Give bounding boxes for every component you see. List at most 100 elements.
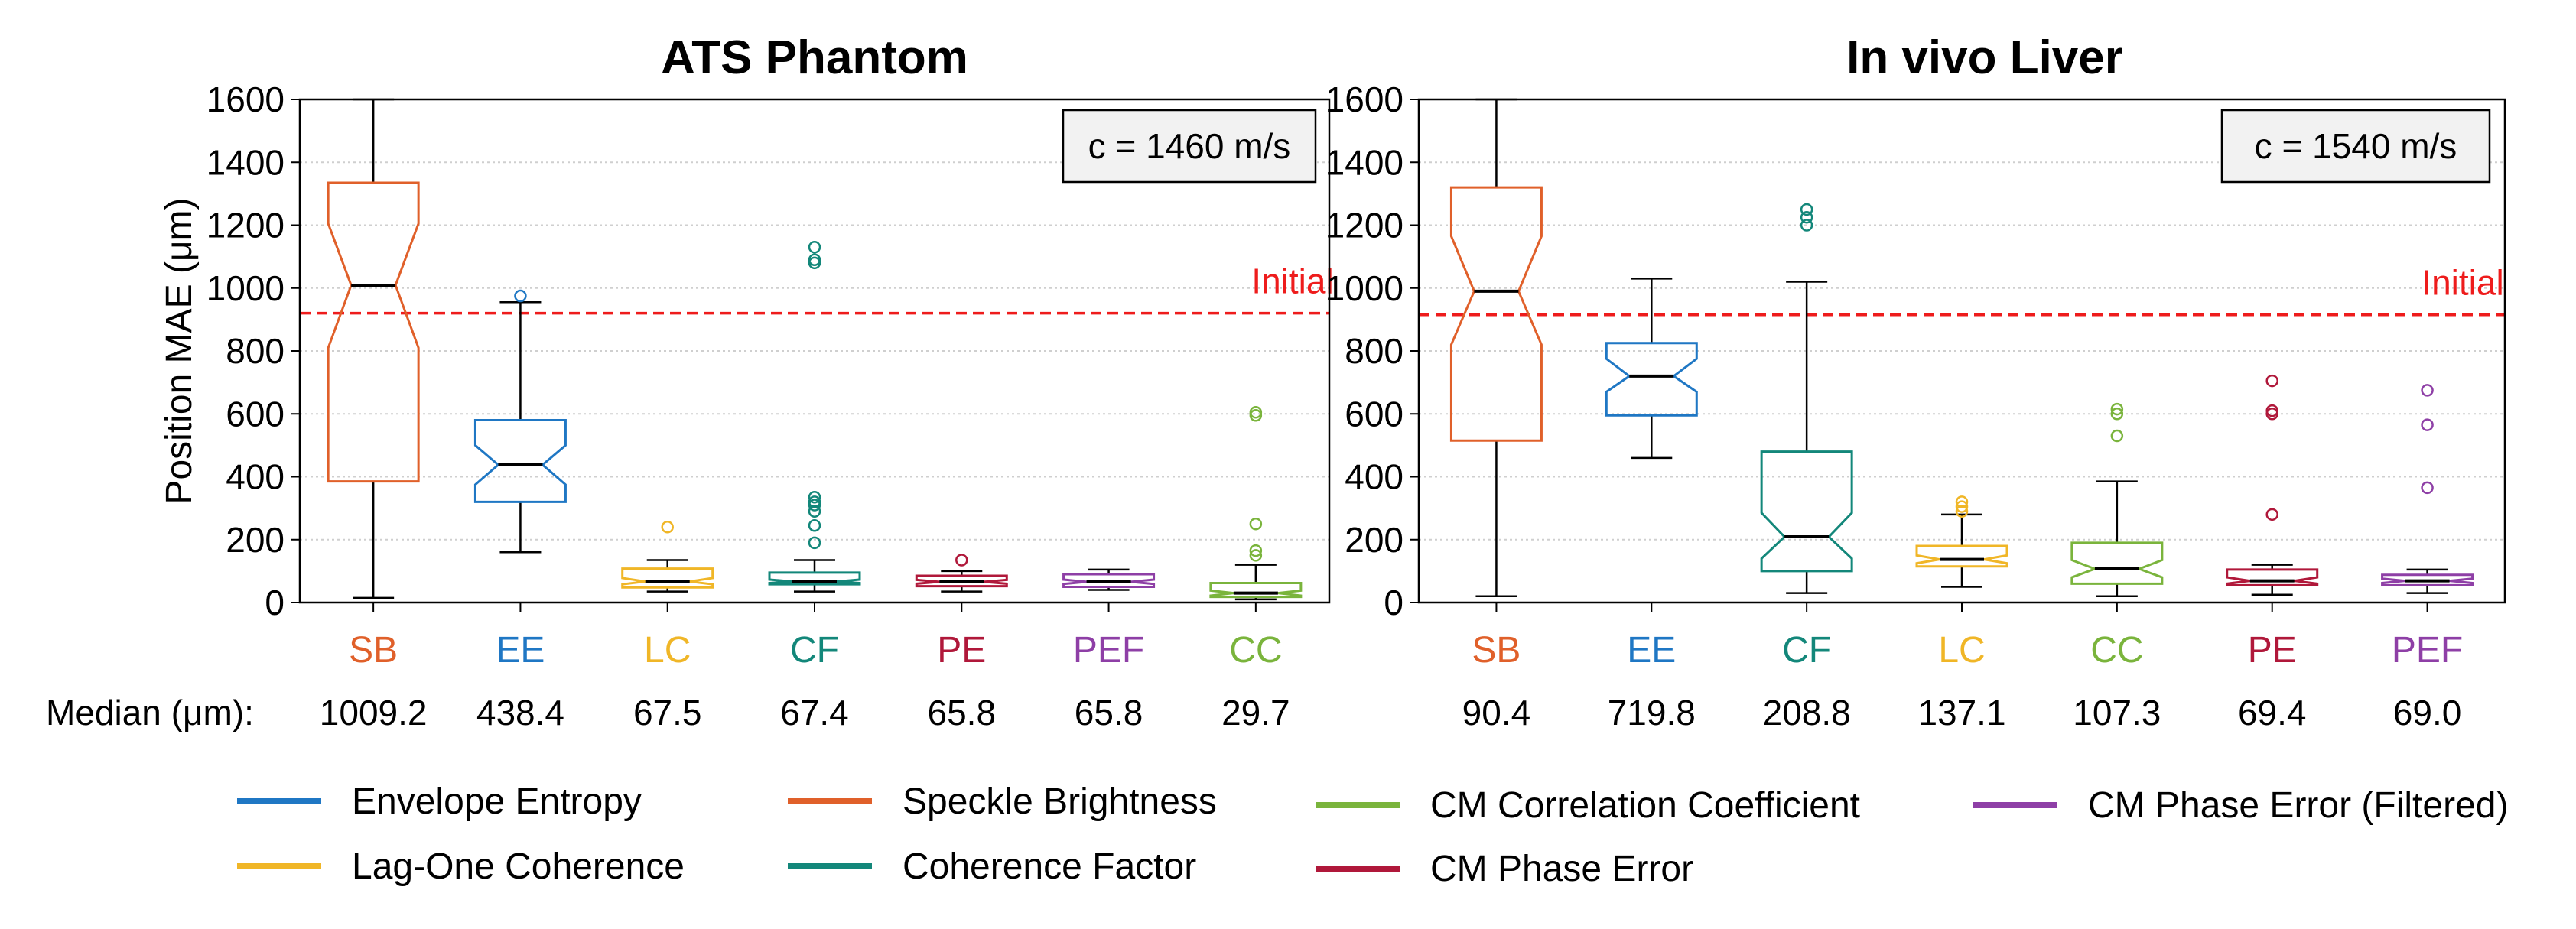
x-tick-label-ee: EE: [496, 630, 545, 671]
y-tick-label: 200: [226, 520, 285, 560]
legend-label: CM Phase Error (Filtered): [2088, 785, 2508, 826]
y-tick-label: 600: [226, 394, 285, 434]
speed-label: c = 1540 m/s: [2255, 126, 2457, 166]
y-tick-label: 400: [1345, 457, 1403, 497]
outlier-point: [808, 241, 821, 254]
box-cc: [2070, 402, 2164, 598]
outlier-point: [2110, 429, 2124, 443]
box-pe: [915, 554, 1008, 593]
box-lc: [621, 521, 714, 593]
median-value-pef: 69.0: [2393, 693, 2462, 732]
outlier-point: [808, 518, 821, 532]
x-tick-label-sb: SB: [1472, 630, 1521, 671]
y-tick-label: 1400: [207, 142, 285, 182]
y-tick-label: 800: [226, 331, 285, 371]
median-value-pef: 65.8: [1075, 693, 1143, 732]
box-cc: [1209, 405, 1303, 601]
outlier-point: [1800, 219, 1813, 232]
median-value-cc: 107.3: [2073, 693, 2161, 732]
outlier-point: [808, 536, 821, 550]
outlier-point: [1955, 500, 1969, 513]
legend-item-lc: Lag-One Coherence: [237, 846, 685, 887]
y-tick-label: 0: [1384, 583, 1403, 622]
y-tick-label: 800: [1345, 331, 1403, 371]
median-value-sb: 90.4: [1462, 693, 1531, 732]
outlier-point: [1800, 210, 1813, 224]
legend-label: CM Phase Error: [1430, 849, 1693, 889]
y-tick-label: 1600: [207, 80, 285, 119]
legend: Envelope Entropy Speckle Brightness CM Cor…: [237, 781, 2508, 889]
median-value-pe: 69.4: [2238, 693, 2307, 732]
outlier-point: [2265, 374, 2278, 388]
box-body: [473, 418, 567, 503]
y-tick-label: 1000: [207, 268, 285, 308]
box-sb: [327, 98, 420, 599]
outlier-point: [661, 521, 674, 534]
median-value-lc: 137.1: [1917, 693, 2005, 732]
x-tick-label-sb: SB: [349, 630, 398, 671]
median-value-ee: 438.4: [476, 693, 564, 732]
outlier-point: [808, 505, 821, 518]
legend-item-cf: Coherence Factor: [788, 846, 1196, 887]
outlier-point: [2110, 402, 2124, 416]
legend-item-pe: CM Phase Error: [1316, 849, 1693, 889]
legend-label: CM Correlation Coefficient: [1430, 785, 1860, 826]
box-body: [1062, 573, 1156, 588]
outlier-point: [1249, 549, 1263, 562]
outlier-point: [1955, 495, 1969, 508]
box-pef: [1062, 568, 1156, 591]
outlier-point: [2421, 384, 2434, 397]
legend-label: Envelope Entropy: [352, 781, 642, 822]
box-cf: [1760, 203, 1853, 594]
y-tick-label: 400: [226, 457, 285, 497]
box-sb: [1449, 98, 1543, 598]
median-value-cf: 67.4: [780, 693, 849, 732]
box-body: [1605, 342, 1698, 417]
speed-box: [2220, 109, 2491, 184]
legend-item-sb: Speckle Brightness: [788, 781, 1217, 822]
y-tick-label: 1400: [1325, 142, 1403, 182]
chart-title: In vivo Liver: [1846, 31, 2123, 84]
box-body: [621, 567, 714, 589]
box-body: [1915, 544, 2008, 568]
box-body: [327, 181, 420, 483]
legend-item-cc: CM Correlation Coefficient: [1316, 785, 1860, 826]
box-body: [1209, 582, 1303, 599]
box-pef: [2381, 384, 2474, 594]
box-pe: [2226, 374, 2319, 596]
median-value-lc: 67.5: [633, 693, 702, 732]
outlier-point: [1249, 517, 1263, 531]
x-tick-label-pe: PE: [937, 630, 986, 671]
chart-title: ATS Phantom: [661, 31, 968, 84]
speed-label: c = 1460 m/s: [1088, 126, 1291, 166]
box-body: [768, 571, 861, 586]
chart-panel-1: ATS Phantom 0 200 400 600 800 1000 1200 1400 1600…: [159, 31, 1334, 732]
outlier-point: [2265, 508, 2278, 521]
y-tick-label: 1600: [1325, 80, 1403, 119]
outlier-point: [514, 289, 527, 303]
x-tick-label-cc: CC: [2090, 630, 2143, 671]
outlier-point: [808, 253, 821, 266]
x-tick-label-lc: LC: [1938, 630, 1985, 671]
median-value-cc: 29.7: [1221, 693, 1290, 732]
initial-label: Initial: [2422, 263, 2503, 303]
outlier-point: [1955, 505, 1969, 518]
median-value-cf: 208.8: [1763, 693, 1851, 732]
box-body: [2070, 541, 2164, 585]
box-ee: [1605, 278, 1698, 460]
median-prefix-label: Median (μm):: [46, 693, 254, 732]
initial-label: Initial: [1251, 261, 1333, 301]
box-body: [1760, 450, 1853, 573]
outlier-point: [1249, 544, 1263, 557]
outlier-point: [2421, 481, 2434, 495]
x-tick-label-ee: EE: [1627, 630, 1676, 671]
x-tick-label-cc: CC: [1229, 630, 1282, 671]
outlier-point: [2421, 418, 2434, 431]
legend-item-pef: CM Phase Error (Filtered): [1973, 785, 2508, 826]
y-tick-label: 1000: [1325, 268, 1403, 308]
box-body: [2381, 573, 2474, 586]
outlier-point: [1800, 203, 1813, 216]
x-tick-label-pef: PEF: [2392, 630, 2463, 671]
